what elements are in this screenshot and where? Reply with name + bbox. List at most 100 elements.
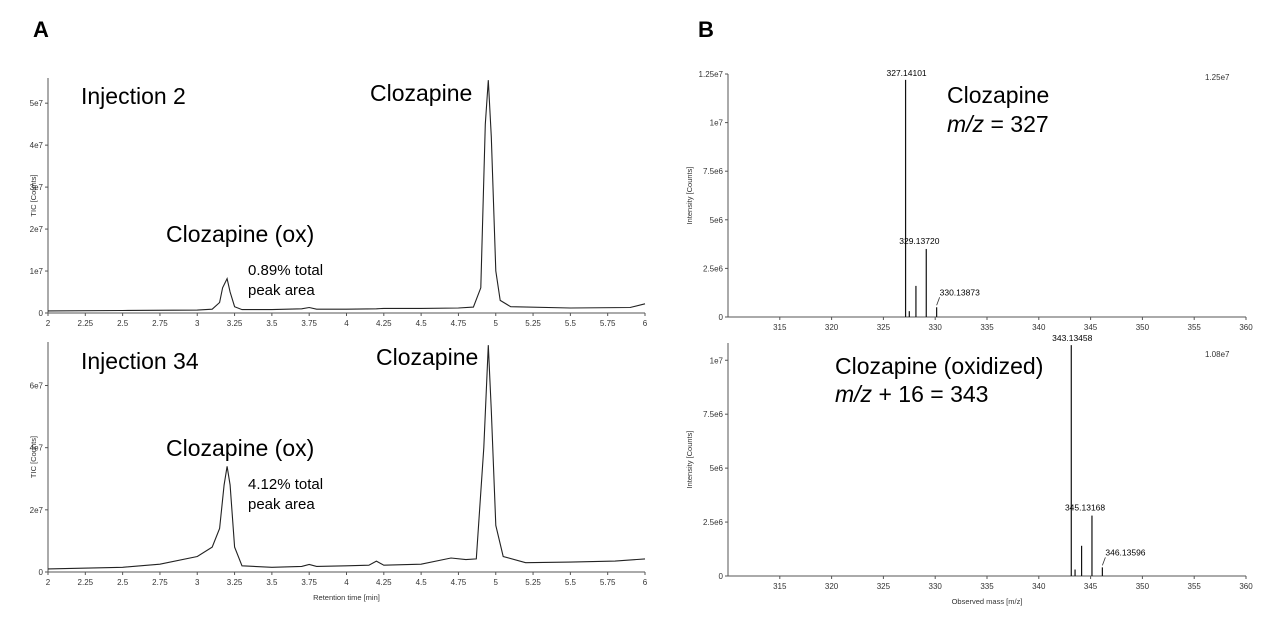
- y-tick-label: 5e6: [710, 464, 724, 473]
- x-tick-label: 325: [877, 582, 891, 591]
- panel-label-a: A: [33, 17, 49, 42]
- x-tick-label: 4: [344, 319, 349, 328]
- peak-label: 327.14101: [886, 68, 926, 78]
- x-tick-label: 320: [825, 582, 839, 591]
- mz-value: + 16 = 343: [872, 381, 988, 407]
- y-tick-label: 0: [719, 313, 724, 322]
- chart-title: Clozapine (oxidized): [835, 353, 1043, 379]
- y-tick-label: 4e7: [30, 444, 44, 453]
- x-tick-label: 3.5: [266, 319, 278, 328]
- mz-italic: m/z: [947, 111, 985, 137]
- peak-label: 343.13458: [1052, 333, 1092, 343]
- y-tick-label: 4e7: [30, 141, 44, 150]
- x-tick-label: 360: [1239, 582, 1253, 591]
- x-tick-label: 4.5: [416, 319, 428, 328]
- x-tick-label: 335: [980, 582, 994, 591]
- tic-trace: [47, 345, 646, 570]
- x-tick-label: 355: [1188, 582, 1202, 591]
- percent-annotation: 0.89% total: [248, 262, 323, 279]
- y-axis-label: Intensity [Counts]: [685, 431, 694, 489]
- x-tick-label: 3.75: [301, 578, 317, 587]
- y-axis-label: Intensity [Counts]: [685, 167, 694, 225]
- peak-annotation-clozapine: Clozapine: [376, 344, 478, 370]
- chart-subtitle: m/z = 327: [947, 111, 1049, 137]
- chromatogram-injection-34: Injection 34 Clozapine Clozapine (ox) 4.…: [29, 342, 648, 602]
- y-tick-label: 2e7: [30, 506, 44, 515]
- y-tick-label: 1e7: [30, 267, 44, 276]
- peak-annotation-clozapine-ox: Clozapine (ox): [166, 435, 314, 461]
- mz-value: = 327: [984, 111, 1049, 137]
- x-tick-label: 5.25: [525, 319, 541, 328]
- x-tick-label: 4.5: [416, 578, 428, 587]
- x-tick-label: 315: [773, 582, 787, 591]
- y-tick-label: 3e7: [30, 183, 44, 192]
- x-tick-label: 6: [643, 319, 648, 328]
- mass-spectrum-clozapine: Clozapine m/z = 327 1.25e7 315 320 325 330 3…: [685, 68, 1253, 332]
- x-tick-label: 2.5: [117, 319, 129, 328]
- y-axis-label: TIC [Counts]: [29, 436, 38, 478]
- x-tick-label: 340: [1032, 323, 1046, 332]
- percent-annotation-2: peak area: [248, 282, 315, 299]
- chart-title: Injection 2: [81, 83, 186, 109]
- x-axis-label: Retention time [min]: [313, 593, 380, 602]
- x-tick-label: 340: [1032, 582, 1046, 591]
- x-tick-label: 5.5: [565, 578, 577, 587]
- chart-title: Clozapine: [947, 82, 1049, 108]
- y-tick-label: 2e7: [30, 225, 44, 234]
- x-axis-label: Observed mass [m/z]: [952, 597, 1023, 606]
- x-tick-label: 5: [494, 578, 499, 587]
- peak-label-leader: [1101, 557, 1106, 566]
- peak-label-leader: [936, 297, 941, 306]
- y-tick-label: 6e7: [30, 382, 44, 391]
- x-tick-label: 2.75: [152, 319, 168, 328]
- x-tick-label: 3: [195, 319, 200, 328]
- y-tick-label: 7.5e6: [703, 167, 724, 176]
- chart-title: Injection 34: [81, 348, 199, 374]
- y-tick-label: 7.5e6: [703, 410, 724, 419]
- chromatogram-injection-2: Injection 2 Clozapine Clozapine (ox) 0.8…: [29, 78, 648, 328]
- x-tick-label: 3.25: [227, 319, 243, 328]
- x-tick-label: 2.75: [152, 578, 168, 587]
- peak-label: 330.13873: [940, 287, 980, 297]
- x-tick-label: 2: [46, 578, 51, 587]
- peak-label: 329.13720: [899, 236, 939, 246]
- x-tick-label: 6: [643, 578, 648, 587]
- x-tick-label: 5.25: [525, 578, 541, 587]
- y-tick-label: 2.5e6: [703, 518, 724, 527]
- percent-annotation-2: peak area: [248, 496, 315, 513]
- x-tick-label: 3.5: [266, 578, 278, 587]
- x-tick-label: 325: [877, 323, 891, 332]
- scale-label: 1.25e7: [1205, 73, 1230, 82]
- peak-label: 345.13168: [1065, 503, 1105, 513]
- scale-label: 1.08e7: [1205, 350, 1230, 359]
- y-tick-label: 5e7: [30, 99, 44, 108]
- percent-annotation: 4.12% total: [248, 476, 323, 493]
- peak-annotation-clozapine-ox: Clozapine (ox): [166, 221, 314, 247]
- x-tick-label: 2.25: [78, 578, 94, 587]
- peak-label: 346.13596: [1105, 547, 1145, 557]
- y-tick-label: 5e6: [710, 216, 724, 225]
- y-tick-label: 1e7: [710, 119, 724, 128]
- mz-italic: m/z: [835, 381, 873, 407]
- y-tick-label: 0: [39, 309, 44, 318]
- x-tick-label: 360: [1239, 323, 1253, 332]
- x-tick-label: 350: [1136, 582, 1150, 591]
- y-tick-label: 1.25e7: [699, 70, 724, 79]
- x-tick-label: 315: [773, 323, 787, 332]
- peak-annotation-clozapine: Clozapine: [370, 80, 472, 106]
- y-tick-label: 0: [719, 572, 724, 581]
- panel-label-b: B: [698, 17, 714, 42]
- x-tick-label: 2.25: [78, 319, 94, 328]
- mass-spectrum-clozapine-oxidized: Clozapine (oxidized) m/z + 16 = 343 1.08…: [685, 333, 1253, 606]
- x-tick-label: 4.25: [376, 319, 392, 328]
- x-tick-label: 320: [825, 323, 839, 332]
- chart-subtitle: m/z + 16 = 343: [835, 381, 988, 407]
- x-tick-label: 4.75: [451, 319, 467, 328]
- x-tick-label: 335: [980, 323, 994, 332]
- tic-trace: [47, 80, 646, 312]
- x-tick-label: 345: [1084, 323, 1098, 332]
- x-tick-label: 330: [929, 582, 943, 591]
- y-tick-label: 2.5e6: [703, 264, 724, 273]
- x-tick-label: 2: [46, 319, 51, 328]
